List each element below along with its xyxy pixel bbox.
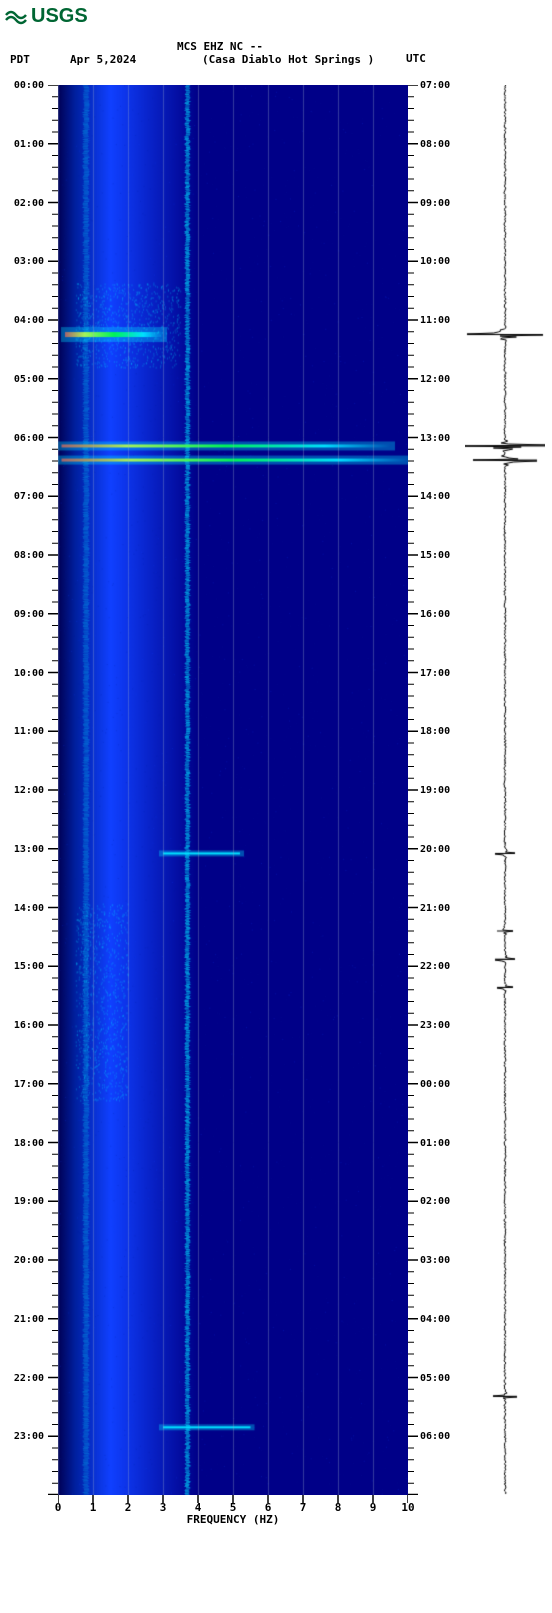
pdt-time-axis: 00:0001:0002:0003:0004:0005:0006:0007:00… xyxy=(0,85,58,1495)
utc-hour-label: 12:00 xyxy=(420,374,450,385)
freq-tick-label: 0 xyxy=(55,1501,62,1514)
utc-time-axis: 07:0008:0009:0010:0011:0012:0013:0014:00… xyxy=(408,85,458,1495)
pdt-hour-label: 22:00 xyxy=(14,1373,44,1384)
pdt-hour-label: 00:00 xyxy=(14,80,44,91)
freq-tick-label: 2 xyxy=(125,1501,132,1514)
x-axis-title: FREQUENCY (HZ) xyxy=(58,1513,408,1526)
pdt-hour-label: 14:00 xyxy=(14,903,44,914)
pdt-hour-label: 02:00 xyxy=(14,198,44,209)
pdt-hour-label: 15:00 xyxy=(14,961,44,972)
utc-hour-label: 22:00 xyxy=(420,961,450,972)
pdt-hour-label: 16:00 xyxy=(14,1020,44,1031)
utc-hour-label: 10:00 xyxy=(420,256,450,267)
pdt-hour-label: 18:00 xyxy=(14,1138,44,1149)
pdt-hour-label: 09:00 xyxy=(14,609,44,620)
freq-tick-label: 10 xyxy=(401,1501,414,1514)
pdt-hour-label: 08:00 xyxy=(14,550,44,561)
pdt-hour-label: 13:00 xyxy=(14,844,44,855)
utc-hour-label: 21:00 xyxy=(420,903,450,914)
pdt-hour-label: 03:00 xyxy=(14,256,44,267)
utc-hour-label: 11:00 xyxy=(420,315,450,326)
freq-tick-label: 5 xyxy=(230,1501,237,1514)
pdt-hour-label: 01:00 xyxy=(14,139,44,150)
utc-hour-label: 03:00 xyxy=(420,1255,450,1266)
pdt-hour-label: 04:00 xyxy=(14,315,44,326)
utc-hour-label: 18:00 xyxy=(420,726,450,737)
utc-hour-label: 06:00 xyxy=(420,1431,450,1442)
utc-hour-label: 04:00 xyxy=(420,1314,450,1325)
utc-hour-label: 02:00 xyxy=(420,1196,450,1207)
pdt-hour-label: 05:00 xyxy=(14,374,44,385)
freq-tick-label: 1 xyxy=(90,1501,97,1514)
utc-hour-label: 19:00 xyxy=(420,785,450,796)
utc-hour-label: 16:00 xyxy=(420,609,450,620)
utc-hour-label: 05:00 xyxy=(420,1373,450,1384)
freq-tick-label: 3 xyxy=(160,1501,167,1514)
utc-hour-label: 01:00 xyxy=(420,1138,450,1149)
station-code: MCS EHZ NC -- xyxy=(0,40,440,53)
utc-hour-label: 15:00 xyxy=(420,550,450,561)
frequency-axis: FREQUENCY (HZ) 012345678910 xyxy=(58,1495,408,1535)
logo-text: USGS xyxy=(31,5,88,28)
tz-right: UTC xyxy=(406,52,426,65)
utc-hour-label: 08:00 xyxy=(420,139,450,150)
utc-hour-label: 23:00 xyxy=(420,1020,450,1031)
utc-hour-label: 07:00 xyxy=(420,80,450,91)
freq-tick-label: 7 xyxy=(300,1501,307,1514)
freq-tick-label: 6 xyxy=(265,1501,272,1514)
pdt-hour-label: 12:00 xyxy=(14,785,44,796)
spectrogram-plot xyxy=(58,85,408,1495)
pdt-hour-label: 23:00 xyxy=(14,1431,44,1442)
utc-hour-label: 00:00 xyxy=(420,1079,450,1090)
waveform-strip xyxy=(465,85,545,1495)
pdt-hour-label: 07:00 xyxy=(14,491,44,502)
pdt-hour-label: 10:00 xyxy=(14,668,44,679)
date: Apr 5,2024 xyxy=(70,53,136,66)
utc-hour-label: 14:00 xyxy=(420,491,450,502)
pdt-hour-label: 11:00 xyxy=(14,726,44,737)
utc-hour-label: 13:00 xyxy=(420,433,450,444)
plot-title: MCS EHZ NC -- PDT Apr 5,2024 (Casa Diabl… xyxy=(0,40,440,66)
freq-tick-label: 8 xyxy=(335,1501,342,1514)
pdt-hour-label: 19:00 xyxy=(14,1196,44,1207)
utc-hour-label: 17:00 xyxy=(420,668,450,679)
pdt-hour-label: 17:00 xyxy=(14,1079,44,1090)
pdt-hour-label: 06:00 xyxy=(14,433,44,444)
freq-tick-label: 9 xyxy=(370,1501,377,1514)
pdt-hour-label: 21:00 xyxy=(14,1314,44,1325)
freq-tick-label: 4 xyxy=(195,1501,202,1514)
utc-hour-label: 20:00 xyxy=(420,844,450,855)
pdt-hour-label: 20:00 xyxy=(14,1255,44,1266)
utc-hour-label: 09:00 xyxy=(420,198,450,209)
location: (Casa Diablo Hot Springs ) xyxy=(136,53,440,66)
usgs-logo: USGS xyxy=(5,5,88,28)
tz-left: PDT xyxy=(10,53,70,66)
